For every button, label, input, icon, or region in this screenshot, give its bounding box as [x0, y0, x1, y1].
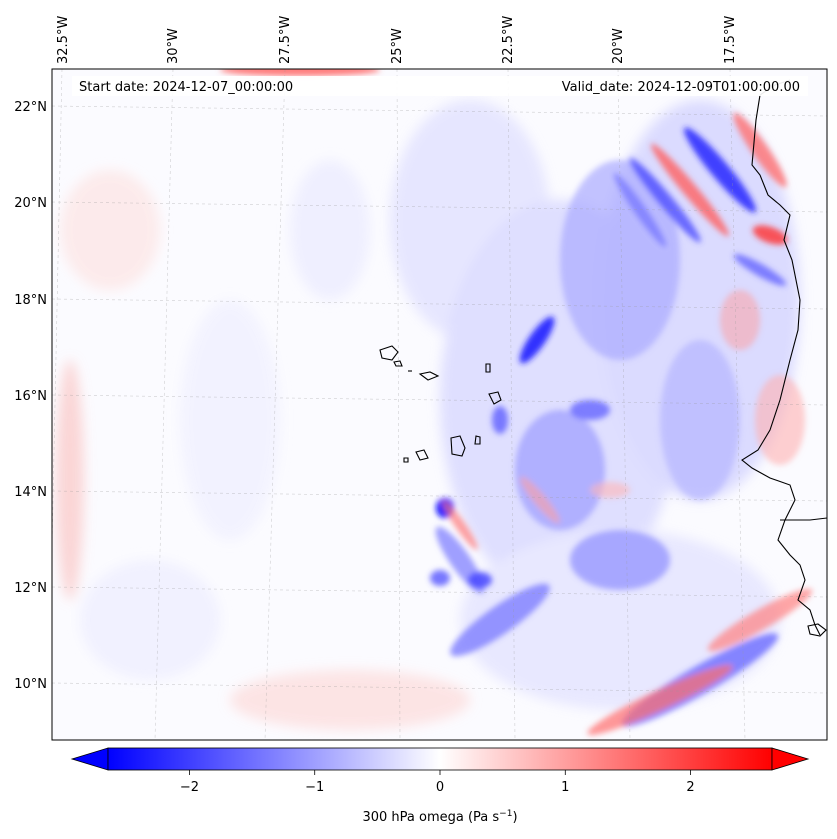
latitude-labels: 22°N 20°N 18°N 16°N 14°N 12°N 10°N	[14, 100, 47, 692]
graticule	[52, 69, 827, 740]
lat-label: 12°N	[14, 581, 47, 596]
lat-label: 14°N	[14, 485, 47, 500]
colorbar-gradient	[107, 747, 773, 771]
lat-label: 22°N	[14, 100, 47, 115]
lat-label: 20°N	[14, 196, 47, 211]
colorbar-label: 300 hPa omega (Pa s−1)	[362, 809, 517, 825]
colorbar-tick-label: −2	[180, 780, 199, 795]
colorbar-tick-label: −1	[305, 780, 324, 795]
colorbar-tick-label: 1	[561, 780, 569, 795]
map-panel: Start date: 2024-12-07_00:00:00 Valid_da…	[14, 16, 828, 741]
lon-label: 32.5°W	[56, 16, 71, 64]
omega-field	[56, 69, 813, 736]
lon-label: 27.5°W	[278, 16, 293, 64]
lon-label: 17.5°W	[723, 16, 738, 64]
colorbar-high-extend	[771, 747, 810, 771]
colorbar: −2 −1 0 1 2 300 hPa omega (Pa s−1)	[70, 747, 810, 825]
colorbar-tick-label: 2	[686, 780, 694, 795]
colorbar-ticks: −2 −1 0 1 2	[180, 770, 695, 795]
lon-label: 20°W	[611, 28, 626, 64]
lat-label: 16°N	[14, 389, 47, 404]
start-date-label: Start date: 2024-12-07_00:00:00	[79, 80, 293, 95]
date-banner	[72, 76, 808, 96]
lon-label: 25°W	[390, 28, 405, 64]
longitude-labels: 32.5°W 30°W 27.5°W 25°W 22.5°W 20°W 17.5…	[56, 16, 738, 64]
map-frame	[51, 68, 828, 741]
lat-label: 18°N	[14, 293, 47, 308]
lat-label: 10°N	[14, 677, 47, 692]
lon-label: 22.5°W	[501, 16, 516, 64]
colorbar-low-extend	[70, 747, 109, 771]
lon-label: 30°W	[166, 28, 181, 64]
colorbar-tick-label: 0	[436, 780, 444, 795]
valid-date-label: Valid_date: 2024-12-09T01:00:00.00	[562, 80, 800, 95]
